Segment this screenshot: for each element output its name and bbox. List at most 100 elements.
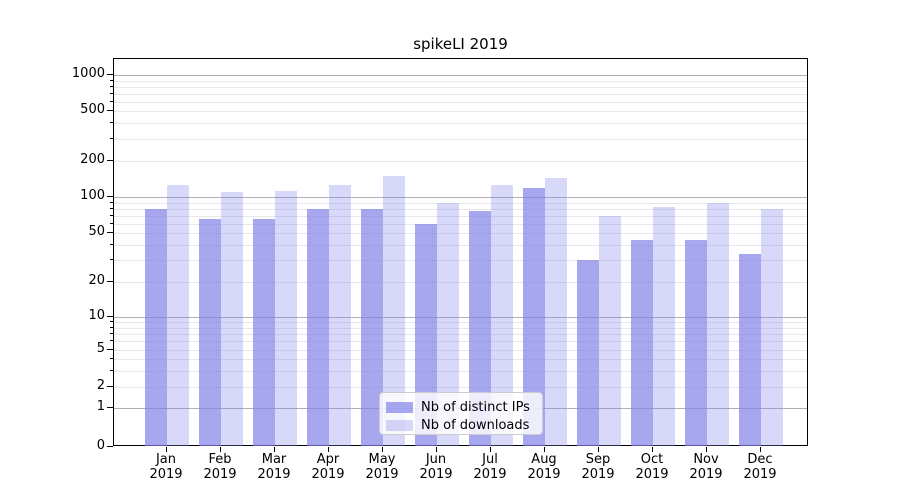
x-tick-month: Aug — [531, 452, 557, 467]
x-tick-year: 2019 — [473, 467, 507, 482]
y-gridline-major — [114, 317, 807, 318]
bar-distinct-ips-oct — [631, 239, 653, 446]
bar-downloads-nov — [707, 202, 729, 446]
y-tick-mark-minor — [110, 214, 113, 216]
x-tick-month: Mar — [261, 452, 287, 467]
plot-area: Nb of distinct IPs Nb of downloads — [113, 58, 808, 446]
y-tick-label: 5 — [96, 341, 105, 356]
gridline-layer — [114, 59, 807, 445]
bar-downloads-feb — [221, 192, 243, 446]
y-tick-mark-minor — [110, 100, 113, 102]
x-tick-label: Mar 2019 — [247, 452, 301, 482]
x-tick-year: 2019 — [365, 467, 399, 482]
y-gridline-minor — [114, 244, 807, 246]
y-gridline-minor — [114, 223, 807, 225]
legend-label-downloads: Nb of downloads — [421, 418, 530, 433]
y-tick-label: 1 — [96, 399, 105, 414]
y-gridline-minor — [114, 202, 807, 204]
x-tick-label: Apr 2019 — [301, 452, 355, 482]
legend-item-downloads: Nb of downloads — [386, 418, 533, 433]
y-tick-mark-minor — [110, 340, 113, 342]
y-gridline-minor — [114, 282, 807, 283]
y-gridline-minor — [114, 111, 807, 112]
x-tick-month: Dec — [747, 452, 773, 467]
bar-distinct-ips-aug — [523, 188, 545, 446]
x-tick-year: 2019 — [527, 467, 561, 482]
bar-downloads-apr — [329, 185, 351, 446]
bar-downloads-oct — [653, 206, 675, 446]
y-tick-label: 20 — [88, 273, 105, 288]
y-gridline-minor — [114, 322, 807, 323]
bar-downloads-sep — [599, 215, 621, 446]
y-tick-label: 50 — [88, 224, 105, 239]
y-tick-mark-minor — [110, 92, 113, 94]
x-tick-label: Aug 2019 — [517, 452, 571, 482]
y-gridline-minor — [114, 86, 807, 88]
y-gridline-minor — [114, 341, 807, 343]
y-tick-mark — [107, 110, 113, 111]
x-tick-mark — [760, 447, 761, 452]
y-tick-mark — [107, 316, 113, 317]
bar-downloads-may — [383, 175, 405, 446]
x-tick-month: Jan — [155, 452, 177, 467]
y-tick-mark-minor — [110, 358, 113, 359]
y-tick-mark-minor — [110, 122, 113, 124]
y-gridline-minor — [114, 123, 807, 125]
x-tick-month: Jun — [425, 452, 447, 467]
bar-layer — [114, 59, 807, 446]
y-gridline-major — [114, 197, 807, 198]
y-tick-label: 100 — [80, 188, 105, 203]
x-tick-year: 2019 — [635, 467, 669, 482]
bar-downloads-jul — [491, 184, 513, 446]
bar-downloads-jun — [437, 202, 459, 446]
x-tick-mark — [598, 447, 599, 452]
y-gridline-minor — [114, 359, 807, 360]
x-tick-mark — [274, 447, 275, 452]
y-tick-mark-minor — [110, 137, 113, 139]
x-tick-mark — [166, 447, 167, 452]
y-tick-label: 2 — [96, 378, 105, 393]
bar-distinct-ips-jul — [469, 210, 491, 446]
x-tick-month: Apr — [316, 452, 340, 467]
bar-distinct-ips-jan — [145, 208, 167, 446]
y-tick-mark-minor — [110, 369, 113, 371]
y-tick-mark — [107, 386, 113, 387]
x-tick-month: Sep — [585, 452, 611, 467]
y-tick-mark-minor — [110, 201, 113, 203]
x-tick-label: Nov 2019 — [679, 452, 733, 482]
y-gridline-minor — [114, 101, 807, 103]
y-tick-mark — [107, 232, 113, 233]
x-tick-mark — [652, 447, 653, 452]
y-tick-mark — [107, 349, 113, 350]
x-tick-month: Nov — [693, 452, 719, 467]
x-tick-label: May 2019 — [355, 452, 409, 482]
x-tick-label: Jul 2019 — [463, 452, 517, 482]
bar-distinct-ips-may — [361, 208, 383, 446]
y-tick-mark-minor — [110, 79, 113, 81]
x-tick-label: Oct 2019 — [625, 452, 679, 482]
x-tick-year: 2019 — [419, 467, 453, 482]
x-tick-label: Sep 2019 — [571, 452, 625, 482]
y-tick-mark-minor — [110, 259, 113, 261]
x-tick-year: 2019 — [257, 467, 291, 482]
y-gridline-minor — [114, 387, 807, 388]
x-tick-month: May — [368, 452, 396, 467]
x-tick-year: 2019 — [311, 467, 345, 482]
x-tick-mark — [328, 447, 329, 452]
legend-swatch-downloads — [386, 420, 413, 431]
y-tick-mark — [107, 407, 113, 408]
y-tick-mark-minor — [110, 326, 113, 328]
y-gridline-major — [114, 75, 807, 76]
y-tick-mark-minor — [110, 85, 113, 87]
x-tick-label: Jan 2019 — [139, 452, 193, 482]
y-gridline-minor — [114, 80, 807, 82]
bar-distinct-ips-jun — [415, 223, 437, 446]
y-tick-mark — [107, 196, 113, 197]
x-tick-year: 2019 — [743, 467, 777, 482]
y-gridline-minor — [114, 350, 807, 351]
y-gridline-minor — [114, 208, 807, 210]
bar-distinct-ips-nov — [685, 239, 707, 446]
x-tick-mark — [436, 447, 437, 452]
bar-downloads-mar — [275, 190, 297, 446]
bar-distinct-ips-dec — [739, 253, 761, 446]
